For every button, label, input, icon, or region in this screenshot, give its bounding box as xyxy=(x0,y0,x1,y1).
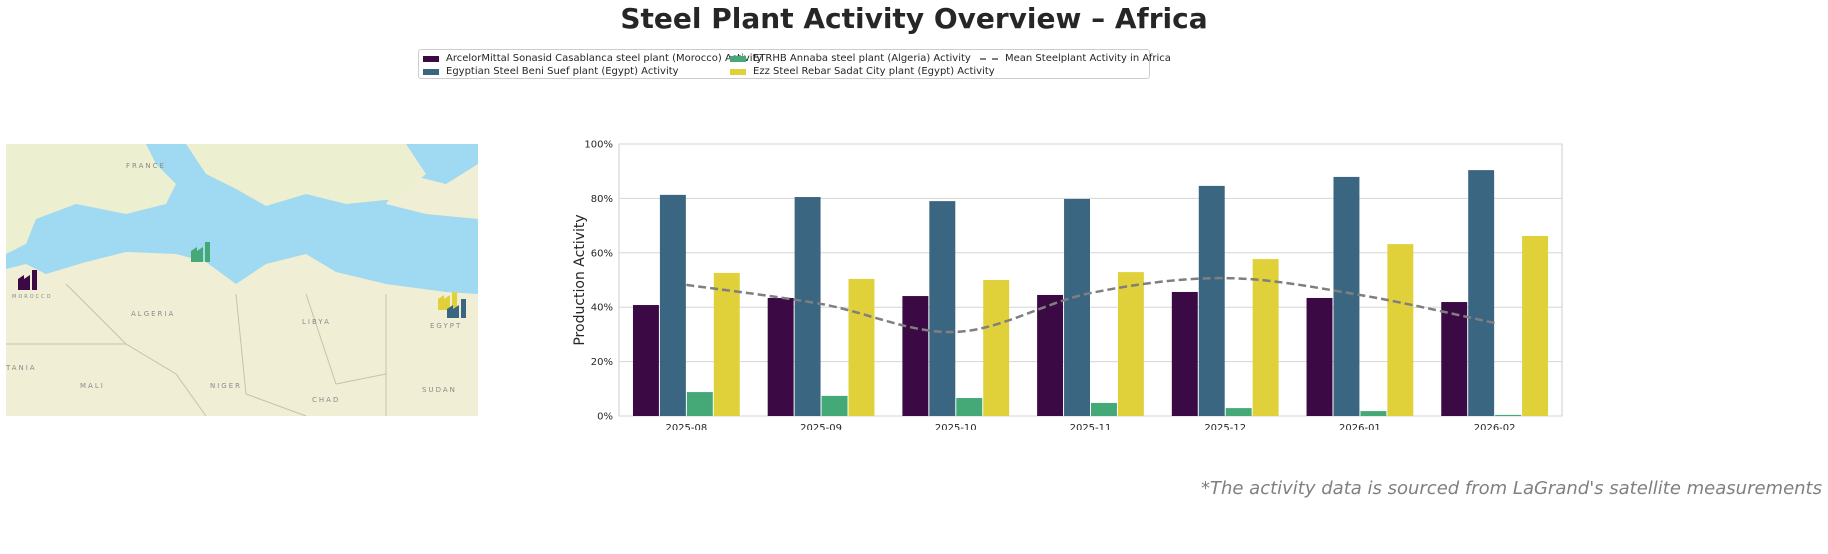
map-label: CHAD xyxy=(312,396,340,404)
bar xyxy=(1387,244,1414,416)
map-label: EGYPT xyxy=(430,322,462,330)
legend-swatch xyxy=(730,55,746,62)
legend-item: Egyptian Steel Beni Suef plant (Egypt) A… xyxy=(423,66,679,77)
legend-label: ArcelorMittal Sonasid Casablanca steel p… xyxy=(446,53,763,64)
bar xyxy=(1117,272,1144,416)
bar xyxy=(1333,176,1360,416)
bar xyxy=(1360,411,1387,416)
map-label: NIGER xyxy=(210,382,242,390)
y-tick-label: 60% xyxy=(591,248,613,259)
bar-chart: 0% 20% 40% 60% 80% 100% Production Activity 202… xyxy=(572,140,1563,430)
chart-legend: ArcelorMittal Sonasid Casablanca steel p… xyxy=(418,49,1171,79)
bar xyxy=(1495,414,1522,416)
map-label: SUDAN xyxy=(422,386,457,394)
legend-label: Egyptian Steel Beni Suef plant (Egypt) A… xyxy=(446,66,679,77)
bar xyxy=(983,280,1010,416)
legend-swatch xyxy=(730,68,746,75)
factory-icon-beni-suef xyxy=(447,299,466,318)
map-label: LIBYA xyxy=(302,318,331,326)
bar xyxy=(1225,408,1252,416)
bar xyxy=(929,201,956,416)
legend-item: Ezz Steel Rebar Sadat City plant (Egypt)… xyxy=(730,66,995,77)
y-tick-label: 0% xyxy=(597,412,613,423)
legend-item: ETRHB Annaba steel plant (Algeria) Activ… xyxy=(730,53,971,64)
legend-label: Ezz Steel Rebar Sadat City plant (Egypt)… xyxy=(753,66,995,77)
bar xyxy=(659,194,686,416)
y-tick-label: 40% xyxy=(591,303,613,314)
map-label: MALI xyxy=(80,382,105,390)
map-land-europe xyxy=(186,144,426,206)
legend-label: Mean Steelplant Activity in Africa xyxy=(1005,53,1171,64)
bar xyxy=(1171,291,1198,416)
bar xyxy=(1198,185,1225,416)
map-land-europe xyxy=(6,144,176,254)
y-tick-label: 80% xyxy=(591,194,613,205)
y-tick-label: 100% xyxy=(584,140,613,151)
bar xyxy=(1091,402,1117,416)
legend-label: ETRHB Annaba steel plant (Algeria) Activ… xyxy=(753,53,971,64)
map-label: MOROCCO xyxy=(12,294,53,300)
legend-item: Mean Steelplant Activity in Africa xyxy=(980,53,1171,64)
bar xyxy=(1037,294,1064,416)
mean-line xyxy=(686,276,1495,334)
bar xyxy=(1522,235,1549,416)
x-tick-label: 2025-08 xyxy=(665,423,707,430)
map-label: ALGERIA xyxy=(131,310,175,318)
bar xyxy=(1441,302,1468,416)
page-title: Steel Plant Activity Overview – Africa xyxy=(620,2,1208,35)
bar xyxy=(1306,297,1333,416)
bar xyxy=(821,395,848,416)
footnote: *The activity data is sourced from LaGra… xyxy=(1200,478,1822,499)
legend-swatch xyxy=(423,55,439,62)
x-tick-label: 2025-09 xyxy=(800,423,842,430)
africa-map: FRANCE ALGERIA LIBYA EGYPT MALI NIGER CH… xyxy=(6,144,478,416)
map-label: TANIA xyxy=(6,364,37,372)
bar xyxy=(713,272,740,416)
y-tick-label: 20% xyxy=(591,357,613,368)
bar xyxy=(632,305,659,416)
legend-dash xyxy=(980,57,998,60)
bar xyxy=(1468,170,1495,416)
x-tick-label: 2025-10 xyxy=(935,423,977,430)
bar xyxy=(686,392,713,416)
legend-swatch xyxy=(423,68,439,75)
bar xyxy=(1252,259,1279,416)
bar xyxy=(794,197,821,416)
bar xyxy=(902,296,929,416)
x-tick-label: 2025-11 xyxy=(1070,423,1112,430)
x-tick-label: 2026-01 xyxy=(1339,423,1381,430)
factory-icon-annaba xyxy=(191,242,210,262)
bar xyxy=(767,297,794,416)
factory-icon-casablanca xyxy=(18,270,37,290)
x-tick-label: 2025-12 xyxy=(1204,423,1246,430)
bar xyxy=(956,398,983,416)
legend-item: ArcelorMittal Sonasid Casablanca steel p… xyxy=(423,53,762,64)
y-axis-label: Production Activity xyxy=(572,214,588,345)
bar xyxy=(1064,198,1090,416)
bar xyxy=(848,278,875,416)
map-label: FRANCE xyxy=(126,162,166,170)
x-tick-label: 2026-02 xyxy=(1474,423,1516,430)
plot-area xyxy=(618,143,1563,417)
